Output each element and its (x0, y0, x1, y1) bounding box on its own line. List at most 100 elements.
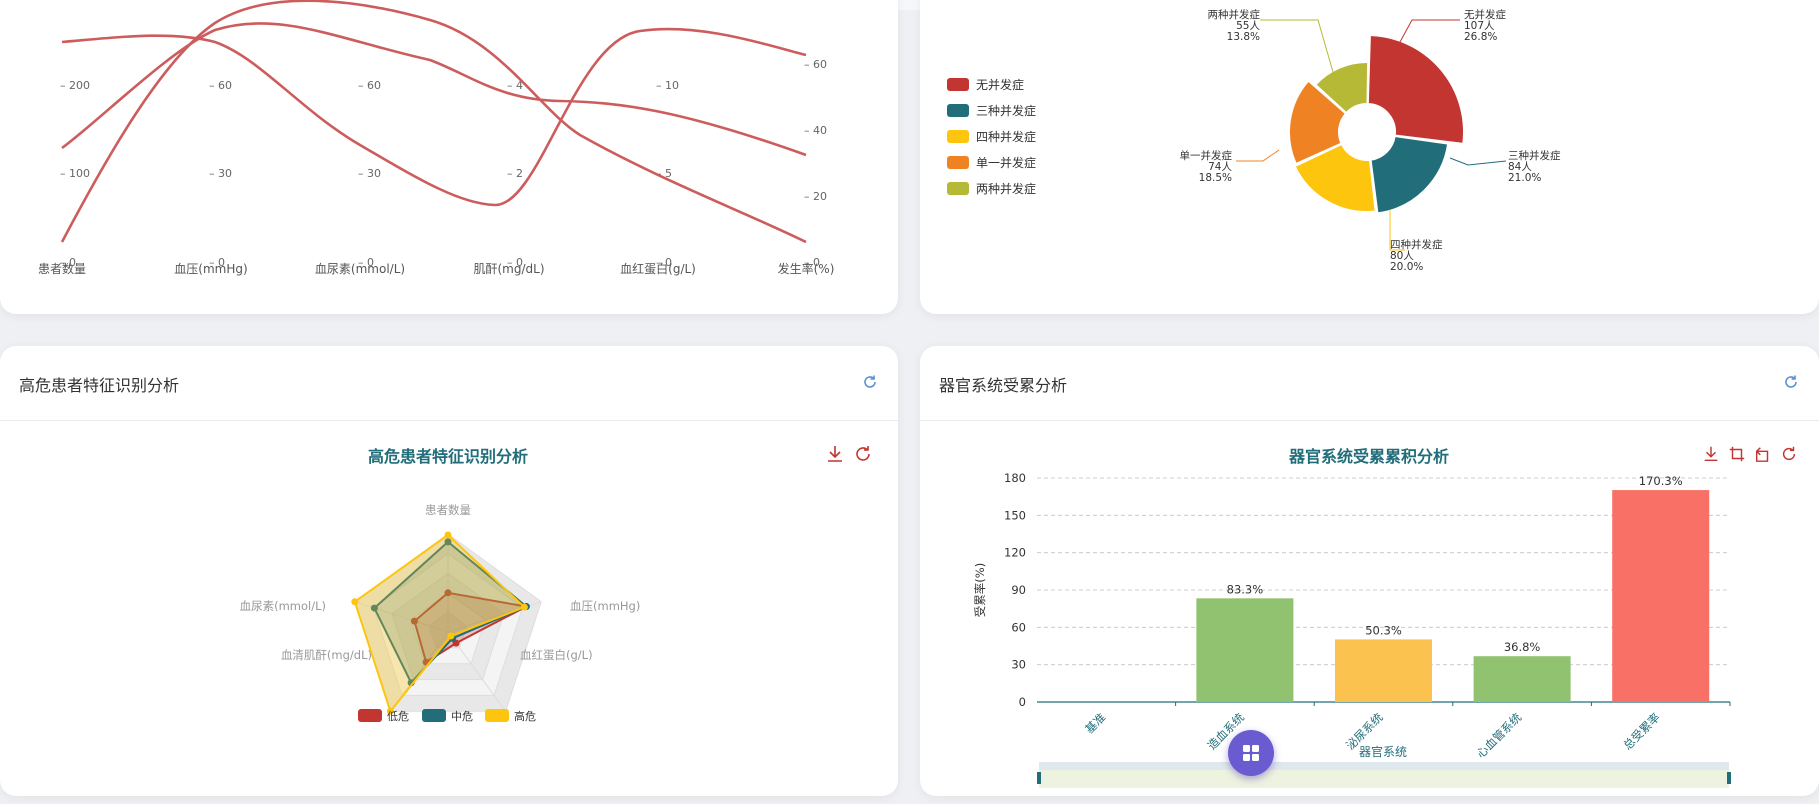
legend-swatch (485, 709, 509, 722)
pie-label-count: 55人 (1236, 20, 1260, 32)
zoom-slider-track (1039, 762, 1729, 770)
refresh-icon[interactable] (862, 374, 878, 390)
card-title: 高危患者特征识别分析 (19, 376, 180, 395)
parallel-chart: 患者数量– 200– 100– 0 血压(mmHg)– 60– 30– 0 血尿素(… (38, 0, 834, 276)
zoom-select-icon[interactable] (1728, 445, 1746, 463)
x-tick-label: 基准 (1082, 710, 1108, 736)
y-tick-label: 150 (1004, 508, 1026, 522)
pie-label-percent: 20.0% (1390, 261, 1423, 273)
pie-label-percent: 21.0% (1508, 172, 1541, 184)
axis-label: 血红蛋白(g/L) (620, 261, 696, 276)
pie-slice (1293, 142, 1377, 213)
radar-indicator-label: 血清肌酐(mg/dL) (281, 648, 372, 662)
grid-icon (1243, 745, 1259, 761)
radar-indicator-label: 患者数量 (425, 503, 471, 517)
pie-label-percent: 13.8% (1227, 31, 1260, 43)
legend-swatch (947, 130, 969, 143)
pie-label-name: 四种并发症 (1390, 238, 1443, 251)
radar-point (410, 617, 418, 625)
axis-tick-label: – 0 (804, 256, 820, 269)
y-tick-label: 30 (1011, 658, 1026, 672)
zoom-slider-handle (1037, 772, 1041, 784)
card-header: 高危患者特征识别分析 (0, 346, 898, 421)
axis-label: 血尿素(mmol/L) (315, 262, 405, 276)
pie-label-name: 三种并发症 (1508, 149, 1561, 162)
radar-point (444, 531, 452, 539)
radar-indicator-label: 血压(mmHg) (570, 599, 640, 613)
y-tick-label: 0 (1019, 695, 1026, 709)
axis-tick-label: – 4 (507, 79, 523, 92)
pie-slice (1313, 61, 1370, 115)
axis-tick-label: – 30 (358, 167, 381, 180)
download-icon[interactable] (825, 444, 845, 464)
pie-label-name: 两种并发症 (1208, 8, 1261, 21)
refresh-icon[interactable] (1783, 374, 1799, 390)
pie-slice (1369, 134, 1450, 215)
x-tick-label: 总受累率 (1620, 710, 1662, 752)
axis-tick-label: – 0 (358, 256, 374, 269)
chart-title: 高危患者特征识别分析 (368, 447, 528, 466)
series-line (61, 27, 807, 207)
y-tick-label: 90 (1011, 583, 1026, 597)
radar-point (386, 707, 394, 715)
legend-swatch (947, 104, 969, 117)
radar-point (370, 604, 378, 612)
y-tick-label: 60 (1011, 620, 1026, 634)
axis-label: 肌酐(mg/dL) (473, 262, 544, 276)
bar (1196, 598, 1294, 702)
leader-line (1399, 19, 1460, 43)
download-icon[interactable] (1702, 445, 1720, 463)
x-tick-label: 心血管系统 (1474, 710, 1525, 761)
legend-label: 单一并发症 (976, 155, 1036, 170)
legend-label: 高危 (514, 709, 536, 723)
parallel-chart-card: 患者数量 – 200– 100– 0 血压(mmHg) – 60– 30– 0 血尿素(… (0, 0, 898, 314)
radar-point (444, 589, 452, 597)
pie-label-percent: 18.5% (1199, 172, 1232, 184)
leader-line (1236, 149, 1280, 162)
bar (1473, 656, 1571, 702)
legend-label: 四种并发症 (976, 129, 1036, 144)
legend-label: 三种并发症 (976, 103, 1036, 118)
axis-tick-label: – 2 (507, 167, 523, 180)
leader-line (1449, 157, 1507, 166)
bar-value-label: 170.3% (1639, 474, 1683, 488)
pie-slice (1288, 79, 1348, 166)
axis-label: 患者数量 (38, 261, 86, 276)
top-bar (0, 0, 1819, 10)
radar-indicator-label: 血红蛋白(g/L) (520, 648, 593, 662)
leader-line (1260, 19, 1334, 73)
y-tick-label: 180 (1004, 471, 1026, 485)
pie-label-count: 84人 (1508, 161, 1532, 173)
restore-icon[interactable] (853, 444, 873, 464)
complication-pie-chart: 无并发症107人26.8%三种并发症84人21.0%四种并发症80人20.0%单… (947, 8, 1561, 273)
pie-label-name: 无并发症 (1464, 8, 1506, 21)
radar-point (447, 632, 455, 640)
restore-icon[interactable] (1780, 445, 1798, 463)
chart-title: 器官系统受累累积分析 (1288, 447, 1449, 466)
card-header: 器官系统受累分析 (920, 346, 1819, 421)
axis-label: 血压(mmHg) (174, 262, 247, 276)
radar-point (351, 598, 359, 606)
organ-system-card: 器官系统受累分析 器官系统受累累积分析 0 30 60 90 120 150 180 受累率(%… (920, 346, 1819, 796)
legend-swatch (422, 709, 446, 722)
high-risk-card: 高危患者特征识别分析 高危患者特征识别分析患者数量血压(mmHg) 血红蛋白(g/… (0, 346, 898, 796)
bar-value-label: 83.3% (1227, 582, 1264, 596)
bar-value-label: 50.3% (1365, 623, 1402, 637)
bar (1612, 490, 1710, 702)
legend-swatch (947, 156, 969, 169)
y-tick-label: 120 (1004, 546, 1026, 560)
pie-label-count: 80人 (1390, 250, 1414, 262)
legend-swatch (947, 182, 969, 195)
leader-line (1389, 210, 1405, 251)
zoom-back-icon[interactable] (1754, 445, 1772, 463)
series-line (61, 22, 807, 157)
axis-tick-label: – 10 (656, 79, 679, 92)
floating-menu-button[interactable] (1228, 730, 1274, 776)
series-line (60, 0, 807, 244)
pie-label-count: 107人 (1464, 20, 1495, 32)
